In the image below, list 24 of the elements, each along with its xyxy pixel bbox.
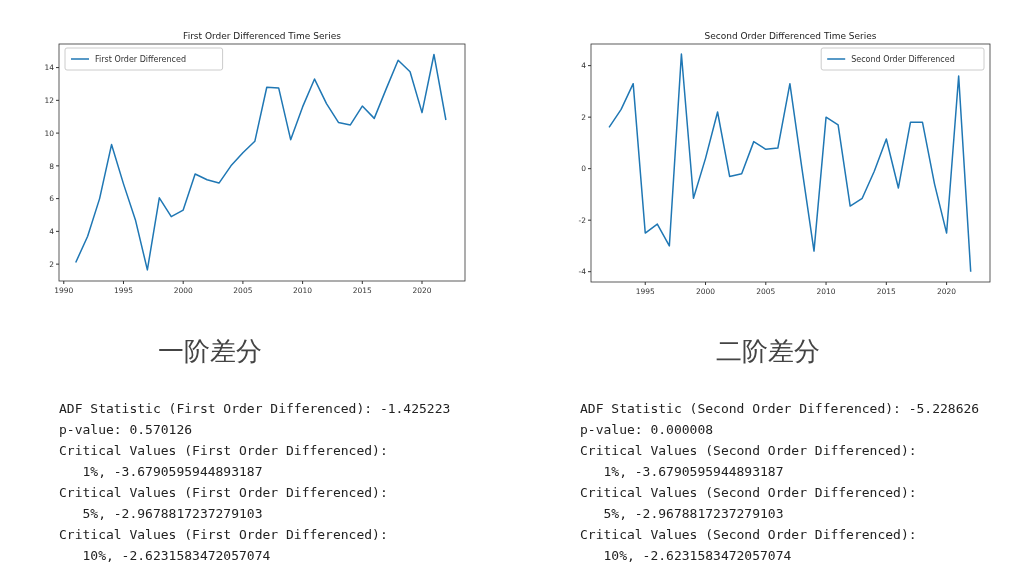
text: 1%, -3.6790595944893187 <box>580 464 784 479</box>
text: Critical Values (Second Order Differenced): <box>580 527 917 542</box>
text: Critical Values (First Order Differenced): <box>59 485 388 500</box>
text: Critical Values (Second Order Differenced): <box>580 485 917 500</box>
chart-title: First Order Differenced Time Series <box>183 31 342 41</box>
chart-title: Second Order Differenced Time Series <box>704 31 877 41</box>
text: Critical Values (First Order Differenced): <box>59 443 388 458</box>
text: Critical Values (Second Order Differenced): <box>580 443 917 458</box>
text: 二阶差分 <box>716 336 820 366</box>
text: p-value: 0.570126 <box>59 422 193 437</box>
text: 5%, -2.9678817237279103 <box>59 506 263 521</box>
line-series <box>608 53 972 273</box>
text: 一阶差分 <box>158 336 262 366</box>
legend-label: Second Order Differenced <box>851 55 955 64</box>
text: 10%, -2.6231583472057074 <box>580 548 792 563</box>
text: 1%, -3.6790595944893187 <box>59 464 263 479</box>
text: Critical Values (First Order Differenced): <box>59 527 388 542</box>
legend-label: First Order Differenced <box>95 55 186 64</box>
text: 10%, -2.6231583472057074 <box>59 548 271 563</box>
line-series <box>74 53 447 271</box>
text: 5%, -2.9678817237279103 <box>580 506 784 521</box>
text: ADF Statistic (First Order Differenced): -1.425223 <box>59 401 451 416</box>
text: ADF Statistic (Second Order Differenced): -5.228626 <box>580 401 980 416</box>
text: p-value: 0.000008 <box>580 422 714 437</box>
